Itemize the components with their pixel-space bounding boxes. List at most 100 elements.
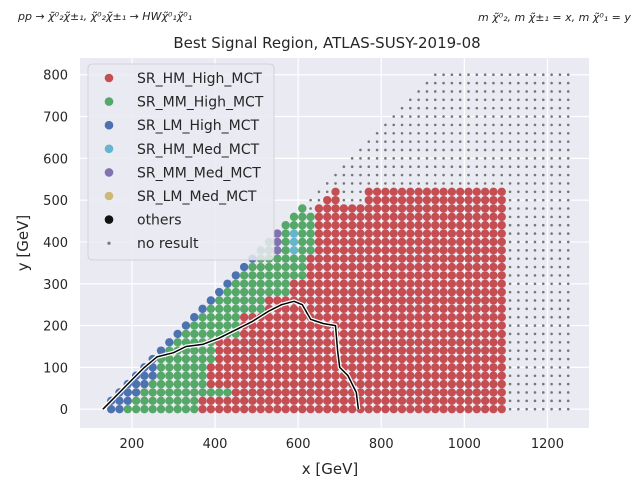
point-sr-hm-high-mct — [455, 388, 465, 397]
point-no-result — [517, 332, 520, 336]
point-sr-mm-high-mct — [214, 321, 224, 330]
point-sr-hm-high-mct — [447, 254, 457, 263]
point-sr-hm-high-mct — [464, 254, 473, 263]
x-tick-label: 1200 — [531, 437, 564, 452]
point-no-result — [525, 90, 528, 93]
point-no-result — [533, 299, 537, 302]
point-no-result — [508, 374, 512, 378]
point-no-result — [483, 73, 487, 77]
point-sr-hm-high-mct — [464, 388, 473, 397]
point-sr-mm-high-mct — [190, 371, 199, 380]
point-sr-hm-high-mct — [314, 212, 324, 222]
point-sr-hm-high-mct — [273, 404, 282, 414]
point-sr-hm-high-mct — [414, 287, 423, 297]
point-no-result — [550, 274, 553, 277]
legend-marker — [104, 144, 114, 154]
point-no-result — [450, 81, 454, 85]
point-no-result — [525, 407, 528, 411]
point-sr-hm-high-mct — [381, 246, 390, 255]
point-sr-hm-high-mct — [464, 187, 473, 196]
point-no-result — [375, 140, 379, 143]
point-no-result — [450, 182, 454, 185]
point-no-result — [541, 349, 545, 352]
point-sr-mm-high-mct — [264, 262, 274, 272]
point-sr-hm-high-mct — [372, 304, 382, 314]
point-sr-hm-high-mct — [406, 329, 415, 339]
point-sr-hm-high-mct — [472, 271, 482, 280]
point-no-result — [533, 249, 537, 252]
point-no-result — [550, 182, 553, 185]
point-no-result — [442, 106, 445, 110]
point-sr-hm-high-mct — [331, 296, 340, 305]
point-sr-hm-high-mct — [372, 388, 382, 397]
point-sr-hm-high-mct — [497, 363, 506, 372]
point-sr-hm-high-mct — [497, 346, 506, 355]
point-sr-hm-high-mct — [331, 246, 340, 255]
point-no-result — [517, 165, 520, 169]
point-sr-mm-high-mct — [281, 229, 290, 238]
point-no-result — [550, 324, 553, 327]
point-sr-hm-high-mct — [389, 254, 398, 263]
point-sr-hm-high-mct — [472, 212, 482, 222]
point-no-result — [500, 157, 504, 160]
point-sr-hm-high-mct — [356, 204, 365, 213]
y-tick-label: 300 — [43, 278, 68, 293]
point-no-result — [550, 148, 553, 152]
point-no-result — [425, 81, 429, 85]
point-sr-hm-high-mct — [314, 363, 324, 372]
point-sr-hm-high-mct — [339, 404, 349, 414]
point-sr-hm-high-mct — [323, 246, 332, 255]
point-no-result — [517, 140, 520, 143]
point-sr-hm-high-mct — [331, 404, 340, 414]
point-sr-mm-high-mct — [165, 363, 174, 372]
point-no-result — [533, 207, 537, 210]
point-no-result — [533, 257, 537, 260]
point-sr-hm-high-mct — [356, 262, 365, 272]
point-sr-mm-high-mct — [206, 304, 216, 314]
point-sr-hm-high-mct — [231, 379, 241, 389]
point-sr-hm-high-mct — [356, 363, 365, 372]
point-sr-hm-high-mct — [414, 221, 423, 230]
point-sr-hm-high-mct — [406, 204, 415, 213]
point-sr-hm-high-mct — [347, 262, 357, 272]
point-sr-hm-high-mct — [223, 404, 232, 414]
point-no-result — [350, 198, 354, 202]
point-sr-hm-high-mct — [447, 346, 457, 355]
point-no-result — [508, 215, 512, 219]
point-sr-hm-high-mct — [439, 246, 448, 255]
point-sr-mm-high-mct — [173, 396, 182, 406]
point-sr-hm-high-mct — [389, 379, 398, 389]
point-no-result — [375, 165, 379, 169]
point-no-result — [541, 307, 545, 311]
point-no-result — [367, 140, 371, 143]
point-sr-hm-high-mct — [281, 354, 290, 364]
point-no-result — [566, 115, 570, 118]
point-sr-lm-high-mct — [156, 346, 166, 355]
point-sr-hm-high-mct — [431, 304, 440, 314]
point-no-result — [541, 198, 545, 202]
point-sr-hm-high-mct — [372, 313, 382, 322]
point-sr-hm-high-mct — [422, 371, 432, 380]
point-no-result — [417, 90, 420, 93]
point-no-result — [508, 282, 512, 286]
point-sr-hm-high-mct — [480, 229, 490, 238]
point-sr-hm-high-mct — [464, 221, 473, 230]
point-sr-hm-high-mct — [389, 346, 398, 355]
point-no-result — [566, 340, 570, 344]
point-no-result — [334, 182, 337, 185]
point-sr-hm-high-mct — [489, 371, 498, 380]
point-sr-hm-high-mct — [406, 354, 415, 364]
point-no-result — [508, 357, 512, 361]
point-no-result — [508, 232, 512, 235]
point-sr-hm-high-mct — [447, 396, 457, 406]
point-no-result — [508, 106, 512, 110]
point-sr-hm-high-mct — [455, 313, 465, 322]
point-sr-hm-high-mct — [497, 321, 506, 330]
point-sr-hm-high-mct — [239, 354, 249, 364]
point-sr-hm-high-mct — [406, 229, 415, 238]
point-sr-hm-high-mct — [364, 363, 373, 372]
point-sr-hm-high-mct — [497, 246, 506, 255]
point-sr-hm-high-mct — [406, 221, 415, 230]
point-sr-hm-high-mct — [414, 195, 423, 205]
